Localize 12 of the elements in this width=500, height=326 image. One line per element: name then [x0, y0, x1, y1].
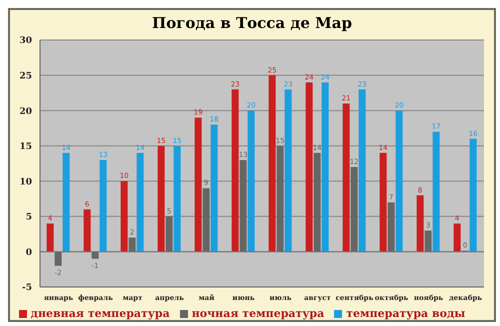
y-tick-label: 15: [19, 142, 32, 152]
y-tick-label: 0: [26, 248, 32, 258]
y-tick-label: 30: [19, 36, 32, 46]
legend-label: дневная температура: [30, 307, 170, 320]
y-tick-label: 20: [19, 106, 32, 117]
y-tick-label: 10: [19, 177, 32, 188]
y-tick-label: 25: [19, 71, 32, 82]
y-tick-label: -5: [22, 283, 32, 294]
legend-label: температура воды: [346, 307, 466, 320]
chart-title: Погода в Тосса де Мар: [151, 13, 353, 34]
legend-label: ночная температура: [192, 307, 324, 320]
y-tick-label: 5: [26, 212, 32, 223]
